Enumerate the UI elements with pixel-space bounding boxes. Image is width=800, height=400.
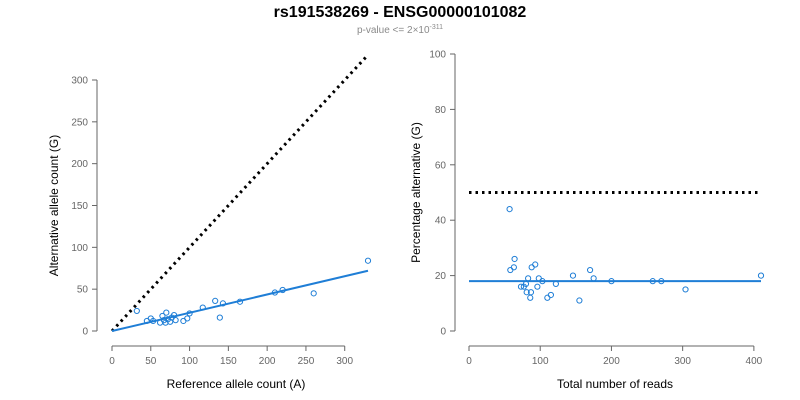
left-data-point (199, 304, 206, 311)
right-data-point (757, 272, 765, 279)
left-y-tick-label: 250 (71, 117, 88, 128)
left-x-tick-label: 50 (145, 356, 157, 367)
left-data-point (167, 318, 174, 325)
right-data-point (510, 264, 517, 271)
left-data-point (271, 289, 279, 296)
right-data-point (539, 278, 546, 285)
right-data-point (525, 275, 532, 282)
left-data-point (219, 300, 227, 307)
left-data-point (163, 309, 170, 316)
right-x-tick-label: 300 (674, 356, 691, 367)
right-data-point (527, 294, 534, 301)
left-fit-line (111, 269, 369, 332)
right-data-point (522, 280, 530, 288)
left-data-point (236, 298, 244, 305)
subtitle-base: 10 (418, 25, 430, 36)
right-x-tick-label: 200 (603, 356, 620, 367)
right-x-tick-label: 400 (746, 356, 763, 367)
left-y-tick-label: 100 (71, 243, 88, 254)
right-y-tick-label: 20 (435, 271, 447, 282)
left-y-tick-label: 200 (71, 159, 88, 170)
right-data-point (547, 291, 555, 299)
right-y-tick-label: 40 (435, 216, 447, 227)
left-data-point (310, 290, 317, 297)
left-data-point (184, 315, 191, 322)
right-data-point (528, 264, 535, 271)
left-y-tick-label: 150 (71, 201, 88, 212)
right-data-point (506, 206, 513, 213)
right-data-point (552, 280, 559, 288)
right-data-point (649, 278, 656, 285)
left-x-axis-label: Reference allele count (A) (167, 377, 306, 391)
left-x-tick-label: 150 (220, 356, 237, 367)
left-data-point (212, 297, 219, 304)
left-data-point (133, 307, 140, 315)
right-data-point (682, 286, 689, 293)
right-data-point (590, 275, 597, 282)
right-data-point (507, 266, 514, 274)
chart-subtitle: p-value <= 2×10-311 (0, 24, 800, 36)
right-x-tick-label: 0 (466, 356, 472, 367)
right-y-tick-label: 60 (435, 160, 447, 171)
right-data-point (532, 261, 539, 268)
right-data-point (544, 294, 551, 301)
left-y-tick-label: 50 (77, 285, 89, 296)
right-data-point (586, 266, 594, 274)
right-data-point (658, 278, 665, 285)
right-data-point (517, 283, 525, 290)
left-y-axis-label: Alternative allele count (G) (47, 135, 61, 276)
right-data-point (569, 272, 577, 279)
subtitle-prefix: p-value <= 2 (356, 25, 413, 36)
right-x-tick-label: 100 (532, 356, 549, 367)
chart-title: rs191538269 - ENSG00000101082 (273, 4, 527, 21)
right-data-point (523, 289, 530, 296)
right-data-point (534, 283, 541, 290)
left-y-tick-label: 0 (82, 327, 88, 338)
left-data-point (159, 312, 166, 320)
left-data-point (279, 286, 286, 294)
right-y-axis-label: Percentage alternative (G) (409, 122, 423, 263)
right-data-point (527, 289, 535, 296)
left-data-point (150, 317, 157, 325)
left-data-point (364, 257, 372, 264)
right-y-tick-label: 0 (440, 327, 446, 338)
left-data-point (216, 314, 223, 321)
left-x-tick-label: 300 (336, 356, 353, 367)
right-x-axis-label: Total number of reads (557, 377, 673, 391)
right-y-tick-label: 80 (435, 105, 447, 116)
left-x-tick-label: 200 (259, 356, 276, 367)
left-x-tick-label: 100 (181, 356, 198, 367)
subtitle-times: × (412, 25, 419, 36)
left-x-tick-label: 0 (109, 356, 115, 367)
left-x-tick-label: 250 (298, 356, 315, 367)
right-data-point (511, 255, 518, 263)
right-data-point (576, 297, 583, 304)
left-y-tick-label: 300 (71, 76, 88, 87)
right-y-tick-label: 100 (429, 50, 446, 61)
subtitle-exponent: -311 (429, 24, 444, 31)
right-data-point (608, 278, 615, 285)
left-data-point (186, 310, 193, 317)
left-data-point (172, 317, 179, 324)
left-reference-line (110, 53, 370, 333)
